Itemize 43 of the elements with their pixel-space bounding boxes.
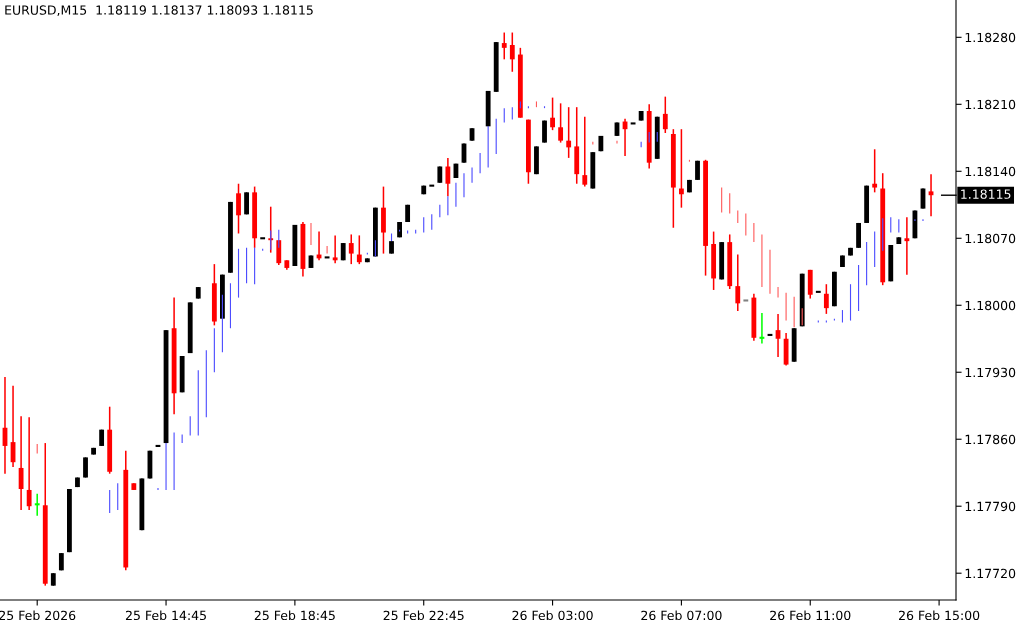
y-tick-label: 1.17930: [965, 367, 1016, 378]
candlestick: [823, 283, 829, 315]
candlestick: [654, 115, 660, 160]
y-tick-label: 1.18070: [965, 233, 1016, 244]
candlestick: [26, 416, 32, 511]
x-tick-label: 25 Feb 2026: [0, 610, 76, 621]
candlestick: [501, 31, 507, 61]
candlestick: [646, 103, 652, 170]
candlestick: [735, 253, 741, 312]
x-tick-label: 26 Feb 11:00: [770, 610, 851, 621]
y-tick-label: 1.18210: [965, 99, 1016, 110]
chart-title: EURUSD,M15 1.18119 1.18137 1.18093 1.18115: [5, 5, 313, 17]
candlestick: [872, 148, 878, 194]
y-tick-label: 1.17860: [965, 434, 1016, 445]
y-tick-label: 1.18140: [965, 166, 1016, 177]
candlestick: [582, 115, 588, 188]
x-tick-label: 26 Feb 07:00: [641, 610, 722, 621]
y-tick-label: 1.18280: [965, 32, 1016, 43]
y-tick-label: 1.17720: [965, 568, 1016, 579]
candlestick: [509, 31, 515, 73]
candlestick: [550, 96, 555, 131]
candlestick: [558, 102, 564, 144]
x-tick-label: 25 Feb 18:45: [254, 610, 335, 621]
candlestick: [397, 221, 402, 239]
ref-line-label: 1.18115: [961, 189, 1011, 199]
candlestick: [356, 234, 362, 265]
x-tick-label: 26 Feb 15:00: [899, 610, 980, 621]
candlestick: [348, 233, 354, 265]
x-tick-label: 25 Feb 22:45: [383, 610, 464, 621]
candlestick: [445, 157, 451, 197]
x-tick-label: 25 Feb 14:45: [125, 610, 206, 621]
candlestick: [236, 182, 241, 235]
candlestick: [566, 106, 572, 159]
y-tick-label: 1.18000: [965, 300, 1016, 311]
y-tick-label: 1.17790: [965, 501, 1016, 512]
candlestick: [332, 234, 338, 264]
candlestick: [33, 493, 41, 517]
candlestick: [662, 95, 668, 134]
candlestick: [904, 216, 910, 276]
candlestick: [18, 415, 24, 511]
candlestick: [83, 456, 88, 479]
candlestick: [912, 209, 918, 240]
x-tick-label: 26 Feb 03:00: [512, 610, 593, 621]
